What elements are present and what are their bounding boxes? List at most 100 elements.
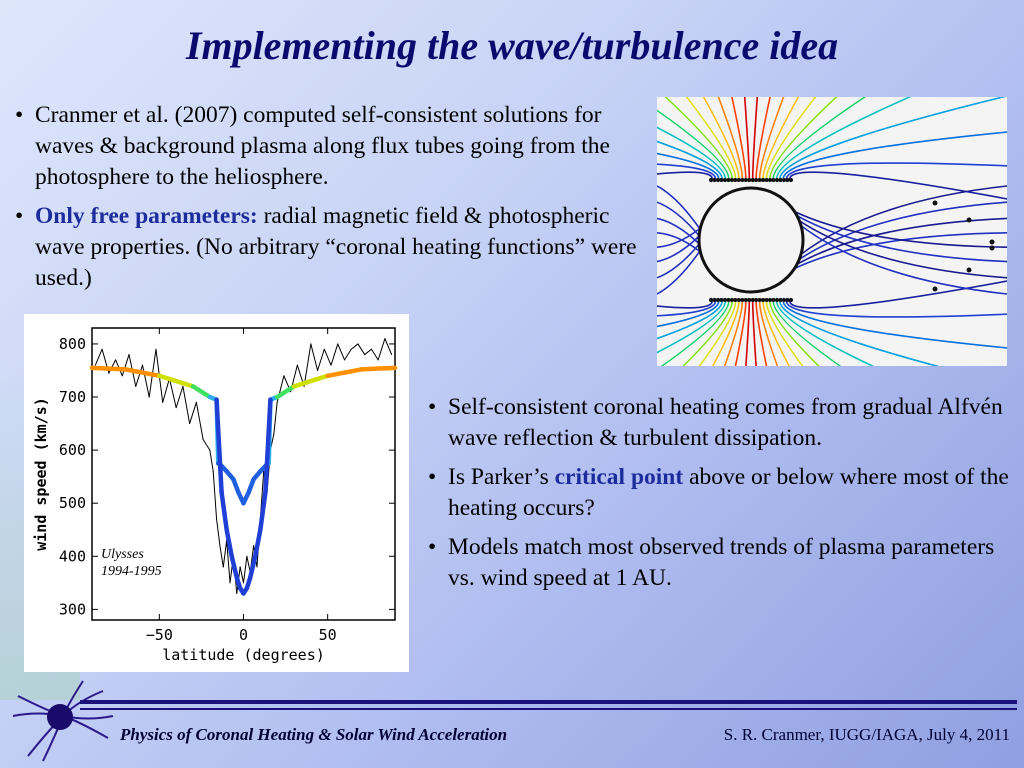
field-dot <box>764 178 769 182</box>
field-line <box>785 297 1007 318</box>
field-line <box>717 97 744 183</box>
field-line <box>762 297 791 366</box>
series-2-segment <box>263 397 273 495</box>
series-0-segment <box>357 343 366 356</box>
field-dot <box>726 298 731 302</box>
series-0-segment <box>212 470 218 520</box>
series-2-segment <box>258 490 268 532</box>
series-0-segment <box>94 348 103 366</box>
series-1-segment <box>359 365 398 372</box>
field-line <box>755 297 768 366</box>
field-line <box>775 297 875 366</box>
series-0-segment <box>222 539 228 568</box>
field-dot <box>771 178 776 182</box>
series-2-segment <box>224 527 234 559</box>
field-line <box>657 297 717 317</box>
series-0-segment <box>175 385 184 409</box>
field-line <box>765 97 817 183</box>
field-line <box>657 297 713 309</box>
field-line <box>731 97 747 183</box>
field-dot <box>785 178 790 182</box>
field-dot <box>789 298 793 302</box>
bullet-list-top: • Cranmer et al. (2007) computed self-co… <box>15 100 645 302</box>
field-dot <box>709 178 713 182</box>
field-dot <box>733 298 738 302</box>
series-0-segment <box>303 343 312 387</box>
field-dot <box>747 298 752 302</box>
series-1-segment <box>190 384 213 400</box>
field-dot <box>782 178 787 182</box>
field-line <box>782 131 1007 183</box>
series-1-segment <box>325 367 364 379</box>
field-dot <box>722 178 727 182</box>
series-0-segment <box>202 438 211 451</box>
field-line <box>785 162 1007 183</box>
x-axis-label: latitude (degrees) <box>162 646 325 664</box>
field-line <box>768 97 838 183</box>
field-dot <box>747 178 752 182</box>
series-0-segment <box>226 539 231 584</box>
field-line <box>657 109 730 183</box>
field-dot <box>761 178 766 182</box>
series-0-segment <box>182 385 191 425</box>
series-0-segment <box>337 343 345 361</box>
field-dot <box>771 298 776 302</box>
field-dot <box>750 178 755 182</box>
field-dot <box>726 178 731 182</box>
field-dot <box>736 298 741 302</box>
series-0-segment <box>243 555 248 584</box>
series-0-segment <box>209 449 214 472</box>
series-1-segment <box>274 384 297 400</box>
bullet-icon: • <box>15 203 24 229</box>
slide-title: Implementing the wave/turbulence idea <box>185 23 839 68</box>
series-0-segment <box>246 555 251 573</box>
field-dot <box>709 298 713 302</box>
field-line <box>745 297 751 366</box>
footer-credit: S. R. Cranmer, IUGG/IAGA, July 4, 2011 <box>723 725 1010 744</box>
field-line <box>657 163 717 183</box>
series-1-segment <box>123 367 162 379</box>
field-dot <box>757 178 762 182</box>
field-line <box>743 97 751 183</box>
y-tick-label: 600 <box>59 441 86 459</box>
series-0-segment <box>377 338 386 361</box>
field-dot <box>743 178 748 182</box>
field-dot <box>719 298 724 302</box>
field-line <box>698 297 737 366</box>
field-dot <box>743 298 748 302</box>
series-2-segment <box>253 527 263 559</box>
series-0-segment <box>364 348 372 356</box>
sun-disk <box>697 186 805 294</box>
series-0-segment <box>323 348 332 366</box>
field-dot <box>729 178 734 182</box>
field-dot <box>729 298 734 302</box>
footer-title: Physics of Coronal Heating & Solar Wind … <box>120 725 508 744</box>
field-line <box>789 171 1007 200</box>
series-0-segment <box>239 566 244 584</box>
chart-annotation: Ulysses 1994-1995 <box>101 547 162 579</box>
field-line <box>751 97 759 183</box>
field-dot <box>754 298 759 302</box>
field-dot <box>722 298 727 302</box>
y-tick-label: 800 <box>59 335 86 353</box>
field-dot <box>740 298 745 302</box>
series-0-segment <box>216 518 221 547</box>
series-0-segment <box>195 401 204 440</box>
field-line <box>755 97 771 183</box>
field-dot <box>775 298 780 302</box>
field-dot <box>715 178 720 182</box>
field-dot <box>719 178 724 182</box>
series-0-segment <box>142 364 150 398</box>
field-line <box>723 297 744 366</box>
field-dot <box>785 298 790 302</box>
field-dot <box>736 178 741 182</box>
chart-svg: 300 400 500 600 700 800 −50 0 50 latitude (degree… <box>32 327 398 664</box>
series-2-segment <box>219 490 229 532</box>
field-line <box>751 297 757 366</box>
field-dot <box>761 298 766 302</box>
series-2-segment <box>229 554 240 580</box>
field-line <box>762 97 800 183</box>
field-dot <box>712 298 717 302</box>
field-dot <box>778 298 783 302</box>
footer-rule <box>80 708 1017 710</box>
